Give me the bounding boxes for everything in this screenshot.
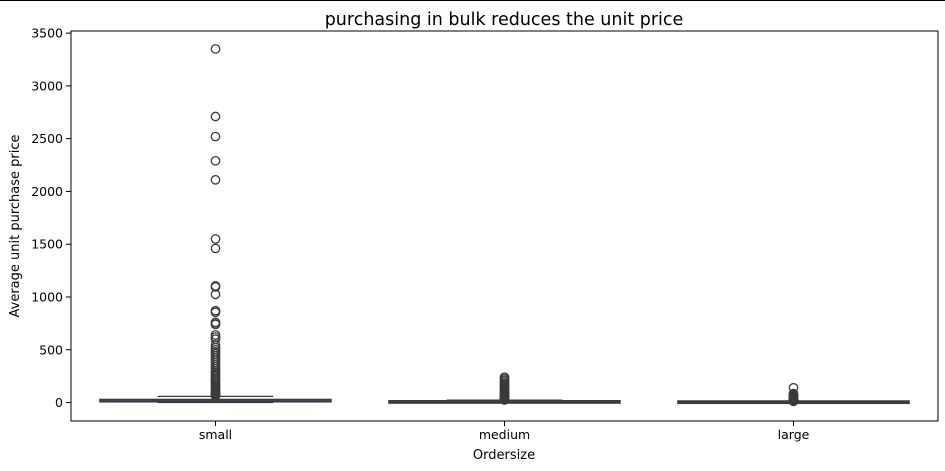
outlier-point [210,234,221,244]
outlier-point [210,289,221,300]
x-tick-label: small [199,427,232,442]
y-tick-label: 2500 [31,131,63,146]
box-small [99,44,332,404]
outlier-point [499,395,510,405]
y-tick-label: 500 [39,342,63,357]
y-axis: 0 500 1000 1500 2000 2500 3000 3500 [31,26,71,410]
y-tick-label: 1500 [31,237,63,252]
box-large [677,382,910,407]
outlier-point [210,155,221,166]
outlier-point [788,396,799,407]
top-border-line [0,0,945,1]
outlier-point [210,391,221,401]
outlier-point [210,111,221,122]
plot-frame [70,30,939,422]
outlier-point [210,319,221,330]
outlier-point [210,282,221,292]
x-tick-label: medium [479,427,530,442]
x-tick-label: large [778,427,810,442]
y-axis-label: Average unit purchase price [8,135,23,318]
x-axis: small medium large [199,421,810,442]
y-tick-label: 3000 [31,78,63,93]
x-axis-label: Ordersize [473,448,535,463]
outlier-point [210,307,221,318]
box-medium [388,372,621,405]
outlier-point [210,174,221,185]
y-tick-label: 1000 [31,289,63,304]
outlier-point [210,44,221,54]
plot-area [99,44,910,407]
y-tick-label: 2000 [31,184,63,199]
y-tick-label: 0 [55,395,63,410]
chart-title: purchasing in bulk reduces the unit pric… [325,10,684,30]
y-tick-label: 3500 [31,26,63,41]
outlier-point [210,243,221,254]
outlier-point [210,131,221,142]
